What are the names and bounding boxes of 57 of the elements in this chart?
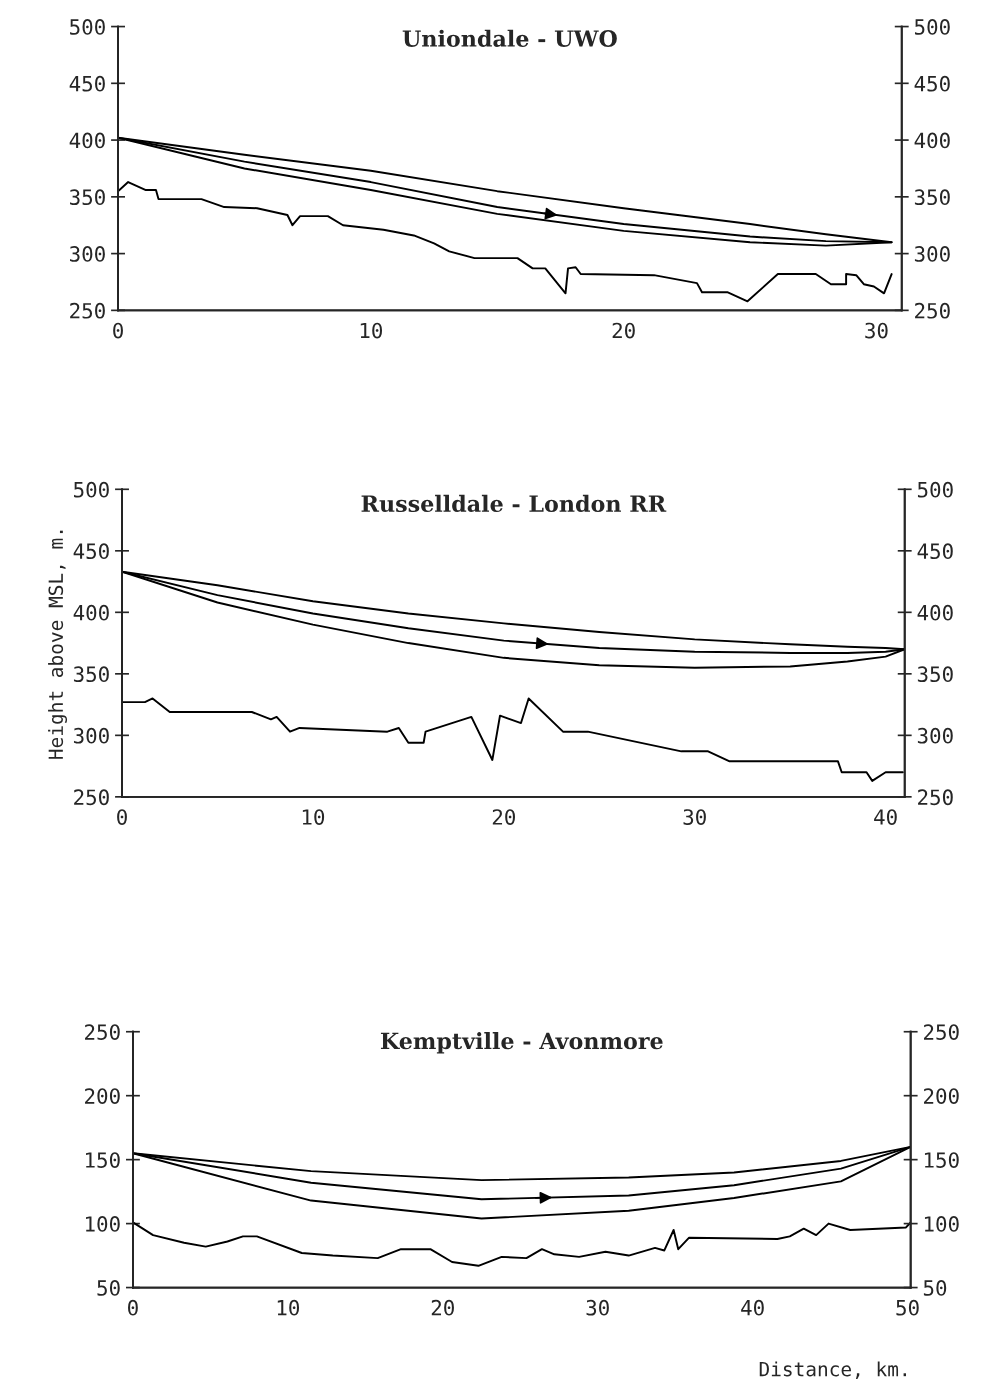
x-tick-label: 20	[612, 322, 635, 339]
y2-tick-label: 250	[915, 302, 950, 319]
y-tick-label: 350	[73, 666, 109, 683]
y-tick-label: 50	[97, 1280, 120, 1296]
x-tick-label: 0	[128, 1299, 138, 1316]
y-tick-label: 500	[74, 481, 109, 498]
chart-title: Uniondale - UWO	[402, 29, 617, 47]
x-tick-label: 20	[431, 1299, 454, 1316]
chart-title: Kemptville - Avonmore	[380, 1032, 663, 1054]
y2-tick-label: 500	[917, 481, 953, 498]
y-tick-label: 200	[85, 1088, 120, 1104]
y2-tick-label: 250	[924, 1024, 959, 1040]
x-tick-label: 10	[277, 1299, 300, 1316]
y-tick-label: 300	[70, 246, 105, 262]
x-tick-label: 10	[302, 809, 325, 825]
y2-tick-label: 200	[924, 1088, 959, 1104]
y2-tick-label: 350	[914, 189, 950, 206]
y-tick-label: 450	[69, 75, 105, 92]
y2-tick-label: 450	[917, 543, 953, 560]
line-series	[132, 1221, 911, 1267]
y2-tick-label: 50	[923, 1280, 947, 1296]
y2-tick-label: 150	[924, 1152, 959, 1168]
y2-tick-label: 300	[917, 727, 953, 744]
line-series	[118, 181, 893, 303]
y-tick-label: 350	[70, 189, 105, 206]
x-tick-label: 40	[874, 809, 897, 825]
y2-tick-label: 500	[914, 19, 950, 35]
y-tick-label: 400	[69, 132, 105, 149]
x-tick-label: 30	[865, 322, 888, 339]
y-tick-label: 150	[86, 1152, 120, 1168]
x-tick-label: 10	[360, 322, 383, 339]
y-tick-label: 400	[73, 604, 109, 621]
x-tick-label: 0	[117, 809, 127, 825]
x-tick-label: 50	[896, 1299, 919, 1316]
y-tick-label: 450	[73, 543, 109, 560]
chart-title: Russelldale - London RR	[361, 494, 667, 513]
y2-tick-label: 350	[917, 666, 953, 683]
y-tick-label: 250	[70, 302, 105, 319]
x-tick-label: 30	[586, 1299, 609, 1316]
y2-tick-label: 400	[917, 604, 953, 621]
y2-tick-label: 250	[918, 789, 953, 806]
x-tick-label: 40	[741, 1299, 764, 1316]
y-tick-label: 500	[70, 19, 105, 35]
x-tick-label: 0	[113, 322, 123, 339]
y-tick-label: 100	[86, 1216, 120, 1232]
x-tick-label: 30	[683, 809, 706, 825]
line-series	[122, 697, 904, 782]
y2-tick-label: 450	[914, 75, 950, 92]
y-tick-label: 250	[85, 1024, 120, 1040]
y-axis-title: Height above MSL, m.	[48, 530, 68, 759]
y-tick-label: 250	[74, 789, 109, 806]
y-tick-label: 300	[73, 727, 109, 744]
y2-tick-label: 300	[914, 246, 950, 262]
x-tick-label: 20	[492, 809, 516, 825]
y2-tick-label: 100	[924, 1216, 959, 1232]
x-axis-title: Distance, km.	[759, 1361, 906, 1379]
y2-tick-label: 400	[914, 132, 950, 149]
